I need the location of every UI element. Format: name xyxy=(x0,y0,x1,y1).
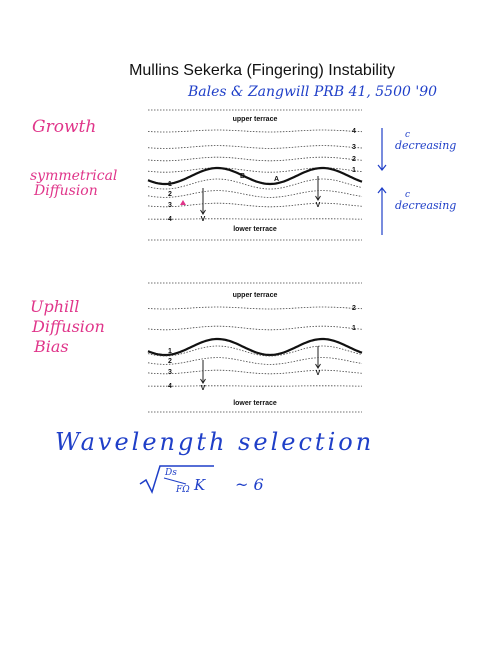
annotation-text: decreasing xyxy=(395,199,456,212)
marker xyxy=(180,200,186,205)
step-label: 2 xyxy=(168,191,172,198)
arrow-head xyxy=(200,209,206,215)
title: Mullins Sekerka (Fingering) Instability xyxy=(129,62,395,79)
step-diagram: upper terrace lower terrace 2 1 1 2 3 4 V V xyxy=(147,282,363,413)
terrace-label: lower terrace xyxy=(233,226,277,233)
step-edge xyxy=(147,166,363,186)
step-label: 4 xyxy=(168,383,172,390)
margin-note: Bias xyxy=(33,337,69,356)
factor: K xyxy=(193,476,206,494)
step-label: 1 xyxy=(168,181,172,188)
reference: Bales & Zangwill PRB 41, 5500 '90 xyxy=(187,84,437,100)
arrow-label: V xyxy=(201,385,206,392)
annotation-symbol: c xyxy=(405,190,410,200)
step-line xyxy=(147,178,363,190)
step-label: 3 xyxy=(352,144,356,151)
step-label: 2 xyxy=(352,305,356,312)
arrow-label: V xyxy=(316,370,321,377)
step-label: 3 xyxy=(168,369,172,376)
fraction-bar xyxy=(163,477,187,485)
arrow-label: V xyxy=(316,202,321,209)
arrow-head xyxy=(315,195,321,201)
terrace-label: upper terrace xyxy=(233,292,278,299)
formula: Ds FΩ K ~ 6 xyxy=(139,465,264,495)
heading: Wavelength selection xyxy=(55,428,374,456)
step-label: 1 xyxy=(352,325,356,332)
denominator: FΩ xyxy=(175,485,190,495)
step-label: 2 xyxy=(168,358,172,365)
annotation-text: decreasing xyxy=(395,139,456,152)
margin-note: symmetrical xyxy=(30,168,117,184)
relation: ~ 6 xyxy=(235,475,264,494)
step-label: 1 xyxy=(352,167,356,174)
arrow-head xyxy=(200,378,206,384)
wave-label: A xyxy=(274,176,279,183)
wave-label: B xyxy=(240,173,245,180)
step-label: 1 xyxy=(168,348,172,355)
arrow-label: V xyxy=(201,216,206,223)
step-label: 4 xyxy=(168,216,172,223)
step-label: 2 xyxy=(352,156,356,163)
numerator: Ds xyxy=(164,468,177,478)
margin-note: Growth xyxy=(32,117,96,137)
margin-note: Uphill xyxy=(30,297,79,316)
annotation-symbol: c xyxy=(405,130,410,140)
terrace-label: upper terrace xyxy=(233,116,278,123)
margin-note: Diffusion xyxy=(31,317,105,336)
step-line xyxy=(147,357,363,365)
terrace-label: lower terrace xyxy=(233,400,277,407)
step-label: 3 xyxy=(168,202,172,209)
arrow-head xyxy=(315,363,321,369)
radical xyxy=(139,465,214,495)
annotation-arrow-head xyxy=(377,187,387,194)
step-edge xyxy=(147,337,363,357)
step-label: 4 xyxy=(352,128,356,135)
step-line xyxy=(147,190,363,198)
margin-note: Diffusion xyxy=(33,183,98,199)
step-line xyxy=(147,345,363,357)
annotation-arrow-head xyxy=(377,164,387,171)
